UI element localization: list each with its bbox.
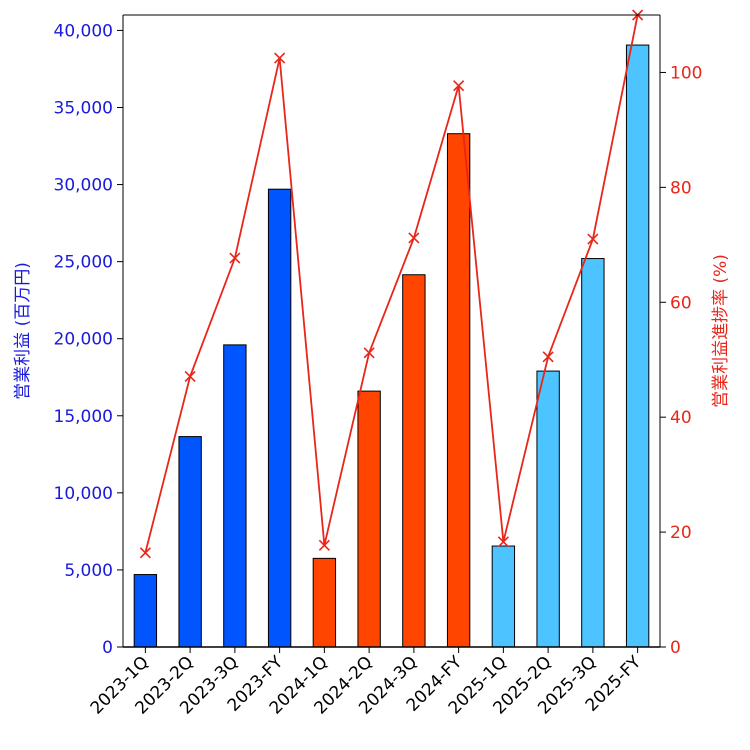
progress-marker-2024-2Q [363, 347, 375, 359]
tick-label-right: 60 [670, 293, 692, 313]
axes-layer [122, 14, 661, 648]
bar-2023-2Q [178, 436, 202, 648]
progress-marker-2024-FY [453, 80, 465, 92]
tick-label-left: 40,000 [54, 21, 113, 41]
y-axis-label-left: 営業利益 (百万円) [13, 262, 33, 400]
tick-label-left: 5,000 [64, 561, 113, 581]
progress-marker-2023-FY [274, 52, 286, 64]
tick-label-left: 25,000 [54, 253, 113, 273]
tick-label-left: 30,000 [54, 176, 113, 196]
progress-marker-2025-3Q [587, 233, 599, 245]
bars-layer [133, 44, 650, 648]
tick-label-right: 0 [670, 638, 681, 658]
tick-label-right: 80 [670, 178, 692, 198]
tick-label-left: 35,000 [54, 98, 113, 118]
bar-2023-3Q [223, 344, 247, 648]
y-axis-label-right: 営業利益進捗率 (%) [711, 254, 731, 408]
progress-marker-2025-2Q [542, 351, 554, 363]
tick-label-left: 15,000 [54, 407, 113, 427]
bar-2025-2Q [536, 370, 560, 648]
line-layer [139, 9, 644, 559]
bar-2025-1Q [491, 545, 516, 648]
bar-2023-FY [267, 188, 292, 648]
progress-marker-2023-3Q [229, 252, 241, 264]
progress-marker-2025-1Q [497, 536, 509, 548]
progress-marker-2023-2Q [184, 370, 196, 382]
tick-label-left: 10,000 [54, 484, 113, 504]
tick-label-right: 20 [670, 523, 692, 543]
bar-2024-2Q [357, 390, 381, 648]
bar-2024-1Q [312, 557, 337, 648]
bar-2024-FY [446, 133, 471, 648]
bar-2025-3Q [581, 258, 605, 648]
progress-marker-2024-3Q [408, 232, 420, 244]
tick-label-right: 40 [670, 408, 692, 428]
tick-label-left: 20,000 [54, 330, 113, 350]
bar-2024-3Q [402, 274, 426, 648]
tick-label-left: 0 [102, 638, 113, 658]
tick-label-right: 100 [670, 63, 702, 83]
bar-2025-FY [625, 44, 650, 648]
progress-rate-line [144, 14, 639, 553]
bar-2023-1Q [133, 574, 158, 648]
progress-marker-2023-1Q [139, 547, 151, 559]
progress-marker-2024-1Q [318, 539, 330, 551]
